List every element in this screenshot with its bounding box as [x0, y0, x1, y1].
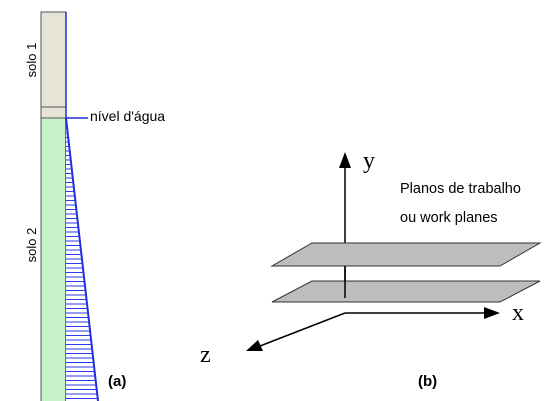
x-axis-label: x: [512, 300, 524, 326]
planes-label-line1: Planos de trabalho: [400, 181, 521, 197]
panel-b-label: (b): [418, 373, 437, 390]
y-axis-label: y: [363, 148, 375, 174]
work-plane-lower: [271, 280, 541, 303]
panel-b: y x z Planos de trabalho ou work planes …: [200, 148, 542, 390]
solo-2-layer: [40, 117, 67, 401]
z-axis-label: z: [200, 342, 211, 368]
pore-pressure-line: [65, 117, 99, 401]
transition-band: [40, 106, 67, 119]
panel-a-label: (a): [108, 373, 126, 390]
y-axis-arrowhead: [339, 152, 351, 168]
z-axis-arrowhead: [246, 340, 263, 351]
panel-a: solo 1 solo 2 nível d'água (a): [24, 11, 165, 401]
pore-pressure-hatch: [66, 123, 98, 399]
planes-label-line2: ou work planes: [400, 210, 498, 226]
x-axis-arrowhead: [484, 307, 500, 319]
solo-1-layer: [40, 11, 67, 108]
work-plane-upper: [270, 242, 542, 267]
water-level-label: nível d'água: [90, 108, 165, 124]
solo-2-label: solo 2: [24, 228, 39, 263]
solo-1-label: solo 1: [24, 43, 39, 78]
z-axis-line: [259, 312, 346, 347]
